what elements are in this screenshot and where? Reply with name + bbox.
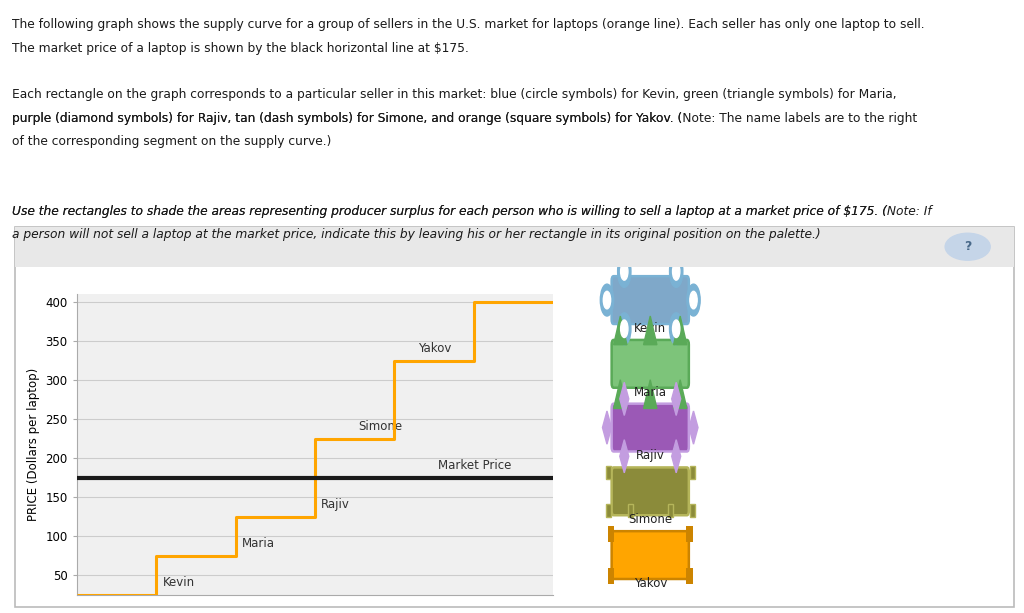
- Polygon shape: [613, 380, 627, 408]
- Polygon shape: [689, 411, 698, 444]
- Text: Rajiv: Rajiv: [636, 449, 665, 462]
- Circle shape: [617, 313, 631, 345]
- Polygon shape: [674, 316, 687, 345]
- Text: Use the rectangles to shade the areas representing producer surplus for each per: Use the rectangles to shade the areas re…: [12, 205, 916, 218]
- Text: Each rectangle on the graph corresponds to a particular seller in this market: b: Each rectangle on the graph corresponds …: [12, 88, 897, 101]
- Bar: [607, 568, 614, 584]
- Text: Kevin: Kevin: [634, 322, 667, 335]
- Text: Yakov: Yakov: [418, 342, 452, 355]
- Circle shape: [617, 256, 631, 287]
- Circle shape: [670, 313, 683, 345]
- Text: of the corresponding segment on the supply curve.): of the corresponding segment on the supp…: [12, 135, 332, 148]
- Text: purple (diamond symbols) for Rajiv, tan (dash symbols) for Simone, and orange (s: purple (diamond symbols) for Rajiv, tan …: [12, 112, 683, 124]
- FancyBboxPatch shape: [611, 404, 689, 452]
- FancyBboxPatch shape: [611, 340, 689, 388]
- FancyBboxPatch shape: [611, 531, 689, 579]
- Bar: [605, 504, 611, 517]
- Bar: [668, 504, 673, 517]
- Y-axis label: PRICE (Dollars per laptop): PRICE (Dollars per laptop): [27, 368, 40, 521]
- Polygon shape: [672, 383, 681, 416]
- Text: The market price of a laptop is shown by the black horizontal line at $175.: The market price of a laptop is shown by…: [12, 42, 469, 55]
- Bar: [605, 466, 611, 479]
- Polygon shape: [643, 316, 657, 345]
- Polygon shape: [620, 383, 629, 416]
- Text: Maria: Maria: [634, 386, 667, 398]
- Text: Rajiv: Rajiv: [322, 498, 350, 511]
- Circle shape: [670, 256, 683, 287]
- Polygon shape: [674, 380, 687, 408]
- Text: purple (diamond symbols) for Rajiv, tan (dash symbols) for Simone, and orange (s: purple (diamond symbols) for Rajiv, tan …: [12, 112, 712, 124]
- Circle shape: [600, 284, 613, 316]
- Polygon shape: [620, 440, 629, 473]
- Text: purple (diamond symbols) for Rajiv, tan (dash symbols) for Simone, and orange (s: purple (diamond symbols) for Rajiv, tan …: [12, 112, 918, 124]
- Text: The following graph shows the supply curve for a group of sellers in the U.S. ma: The following graph shows the supply cur…: [12, 18, 925, 31]
- Text: ?: ?: [964, 240, 972, 253]
- FancyBboxPatch shape: [611, 276, 689, 324]
- Text: Maria: Maria: [242, 537, 274, 550]
- Polygon shape: [613, 316, 627, 345]
- Text: Simone: Simone: [358, 420, 402, 433]
- Polygon shape: [672, 440, 681, 473]
- Text: Use the rectangles to shade the areas representing producer surplus for each per: Use the rectangles to shade the areas re…: [12, 205, 887, 218]
- Text: Yakov: Yakov: [634, 577, 667, 590]
- Text: Use the rectangles to shade the areas representing producer surplus for each per: Use the rectangles to shade the areas re…: [12, 205, 932, 218]
- Text: Simone: Simone: [628, 513, 673, 526]
- Bar: [689, 504, 695, 517]
- Bar: [628, 504, 633, 517]
- Polygon shape: [602, 411, 611, 444]
- Polygon shape: [643, 380, 657, 408]
- Circle shape: [673, 320, 680, 338]
- Text: Market Price: Market Price: [438, 459, 511, 472]
- Bar: [689, 466, 695, 479]
- Text: a person will not sell a laptop at the market price, indicate this by leaving hi: a person will not sell a laptop at the m…: [12, 228, 821, 241]
- Bar: [686, 568, 693, 584]
- Circle shape: [690, 291, 697, 309]
- Circle shape: [621, 262, 628, 280]
- Circle shape: [687, 284, 700, 316]
- Bar: [607, 527, 614, 543]
- FancyBboxPatch shape: [611, 468, 689, 516]
- Circle shape: [621, 320, 628, 338]
- Circle shape: [603, 291, 610, 309]
- Text: Kevin: Kevin: [163, 576, 195, 589]
- Bar: [686, 527, 693, 543]
- Circle shape: [673, 262, 680, 280]
